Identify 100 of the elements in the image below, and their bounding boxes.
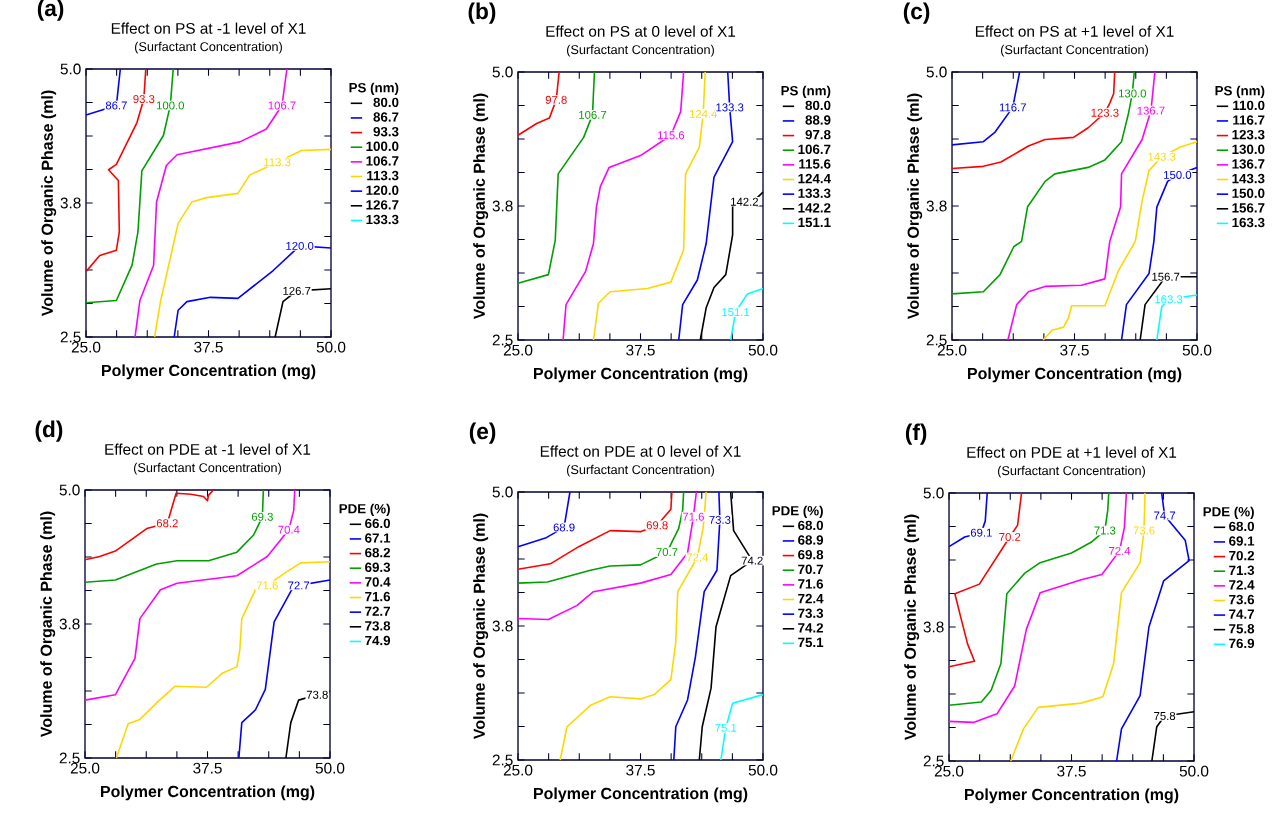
x-axis-title: Polymer Concentration (mg) (534, 787, 748, 803)
line-series (1120, 166, 1198, 341)
y-tick-label: 3.8 (59, 618, 80, 630)
legend-title: PDE (%) (339, 503, 390, 517)
line-series (1042, 140, 1198, 341)
chart-title: Effect on PS at +1 level of X1 (975, 25, 1174, 37)
y-tick-label: 3.8 (926, 200, 947, 212)
line-series (285, 689, 331, 759)
legend-label: 142.2 (798, 203, 831, 213)
y-tick-label: 2.5 (59, 752, 80, 764)
line-series (948, 492, 1023, 668)
chart-title: Effect on PDE at 0 level of X1 (540, 445, 741, 457)
legend-label: 116.7 (1233, 115, 1265, 125)
text: (e) (469, 422, 496, 444)
x-tick-label: 37.5 (1060, 344, 1089, 356)
legend-label: 71.6 (365, 591, 391, 602)
legend-label: 72.4 (1229, 580, 1255, 590)
text: (c) (903, 2, 930, 24)
legend-label: 113.3 (367, 170, 399, 181)
y-axis-title: Volume of Organic Phase (ml) (40, 511, 56, 738)
line-series (517, 491, 685, 584)
annotation: 151.1 (722, 308, 750, 317)
chart-subtitle: (Surfactant Concentration) (135, 41, 282, 54)
legend-label: 130.0 (1232, 144, 1265, 155)
chart-title: Effect on PS at -1 level of X1 (111, 22, 306, 34)
y-tick-label: 5.0 (60, 63, 81, 75)
legend-label: 74.9 (365, 635, 391, 646)
line-series (84, 489, 215, 561)
x-tick-label: 25.0 (934, 765, 964, 777)
legend-label: 86.7 (373, 112, 399, 122)
legend-label: 69.3 (365, 562, 391, 573)
chart-subtitle: (Surfactant Concentration) (998, 465, 1145, 478)
y-tick-label: 5.0 (923, 487, 944, 499)
x-tick-label: 50.0 (315, 762, 345, 774)
line-series (1151, 710, 1195, 762)
y-tick-label: 2.5 (60, 331, 81, 343)
legend-label: 151.1 (798, 217, 831, 228)
x-tick-label: 25.0 (71, 341, 101, 353)
line-series (153, 148, 332, 338)
legend-label: 80.0 (805, 100, 831, 111)
y-tick-label: 3.8 (60, 197, 81, 209)
legend-label: 126.7 (366, 200, 399, 210)
y-tick-label: 3.8 (492, 200, 513, 212)
x-tick-label: 37.5 (194, 341, 223, 353)
legend-label: 75.1 (798, 637, 824, 648)
chart-title: Effect on PDE at -1 level of X1 (105, 443, 311, 455)
y-tick-label: 5.0 (492, 486, 513, 498)
chart-subtitle: (Surfactant Concentration) (567, 464, 714, 477)
legend-label: 163.3 (1232, 217, 1265, 228)
legend-label: 70.4 (365, 577, 391, 587)
legend-label: 74.2 (798, 623, 824, 633)
x-tick-label: 37.5 (626, 344, 655, 356)
y-tick-label: 2.5 (926, 334, 947, 346)
legend-label: 69.8 (798, 549, 824, 560)
legend-label: 124.4 (798, 173, 831, 184)
y-axis-title: Volume of Organic Phase (ml) (907, 93, 923, 320)
legend-label: 156.7 (1232, 203, 1265, 213)
y-tick-label: 2.5 (923, 755, 944, 767)
x-tick-label: 25.0 (70, 762, 100, 774)
legend-label: 120.0 (366, 185, 399, 195)
legend-label: 106.7 (798, 144, 831, 154)
y-axis-title: Volume of Organic Phase (ml) (41, 90, 57, 317)
chart-subtitle: (Surfactant Concentration) (567, 44, 714, 57)
y-tick-label: 3.8 (923, 621, 944, 633)
legend-label: 73.6 (1229, 594, 1255, 605)
legend-title: PS (nm) (1215, 85, 1265, 99)
x-tick-label: 25.0 (503, 764, 533, 776)
x-tick-label: 25.0 (937, 344, 967, 356)
legend-label: 71.6 (798, 579, 824, 589)
legend-label: 143.3 (1232, 173, 1265, 184)
y-tick-label: 5.0 (59, 484, 80, 496)
x-tick-label: 50.0 (748, 764, 778, 776)
legend-title: PS (nm) (349, 82, 399, 96)
chart-title: Effect on PS at 0 level of X1 (546, 25, 736, 37)
legend-label: 73.3 (798, 608, 824, 618)
legend-label: 97.8 (805, 129, 831, 140)
legend-label: 75.8 (1229, 624, 1255, 634)
text: (b) (468, 2, 496, 24)
line-series (115, 561, 331, 759)
legend-label: 106.7 (366, 156, 399, 166)
legend-label: 88.9 (805, 115, 831, 125)
annotation: 136.7 (1137, 106, 1165, 115)
y-tick-label: 2.5 (492, 754, 513, 766)
x-tick-label: 37.5 (1057, 765, 1086, 777)
text: (f) (905, 423, 927, 445)
legend-label: 136.7 (1232, 159, 1265, 169)
x-tick-label: 50.0 (1179, 765, 1209, 777)
legend-label: 71.3 (1229, 565, 1255, 576)
x-tick-label: 25.0 (503, 344, 533, 356)
y-axis-title: Volume of Organic Phase (ml) (473, 93, 489, 320)
legend-label: 73.8 (365, 621, 391, 631)
x-tick-label: 37.5 (193, 762, 222, 774)
x-axis-title: Polymer Concentration (mg) (102, 364, 316, 380)
x-tick-label: 50.0 (1182, 344, 1212, 356)
legend-label: 100.0 (366, 141, 399, 151)
x-axis-title: Polymer Concentration (mg) (965, 788, 1179, 804)
legend-label: 74.7 (1229, 609, 1254, 619)
legend-label: 66.0 (365, 518, 391, 529)
x-tick-label: 50.0 (316, 341, 346, 353)
chart-subtitle: (Surfactant Concentration) (134, 462, 281, 475)
